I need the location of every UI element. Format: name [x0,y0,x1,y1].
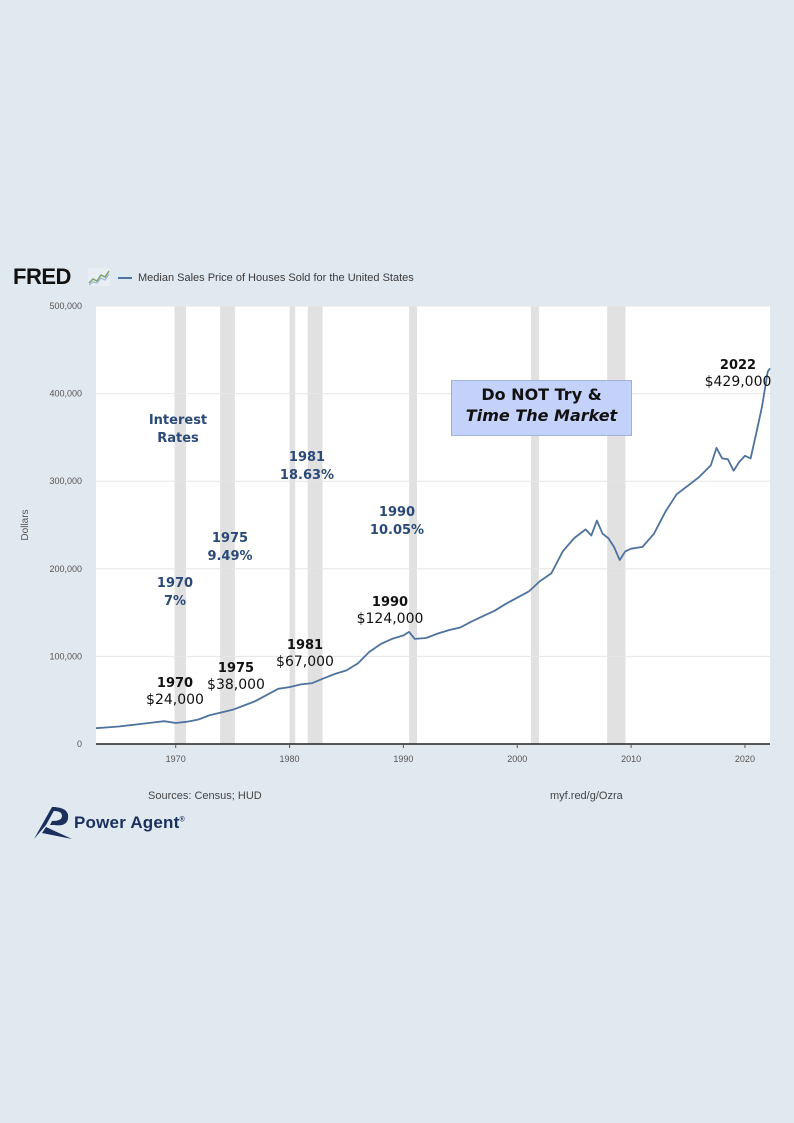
rate-value: 18.63% [280,468,334,483]
series-line [95,367,771,730]
rates-heading-line2: Rates [157,431,199,446]
price-value: $24,000 [146,692,204,708]
fred-logo: FRED [13,264,71,289]
x-tick-label: 1970 [166,754,186,764]
fred-chart-icon [88,268,110,286]
recession-band [409,306,418,744]
price-value: $67,000 [276,654,334,670]
y-tick-label: 500,000 [49,301,82,311]
y-tick-label: 200,000 [49,564,82,574]
x-tick-label: 2020 [735,754,755,764]
price-value: $429,000 [705,374,772,390]
price-value: $124,000 [357,611,424,627]
price-value: $38,000 [207,677,265,693]
y-tick-label: 0 [77,739,82,749]
rates-heading-line1: Interest [149,413,207,428]
price-year: 1981 [287,638,323,653]
x-tick-label: 1980 [280,754,300,764]
rate-value: 10.05% [370,523,424,538]
brand-second: Agent [130,813,180,832]
rate-year: 1981 [289,450,325,465]
plot-area [96,306,770,744]
x-tick-label: 1990 [393,754,413,764]
y-axis-label: Dollars [20,509,31,540]
price-year: 1990 [372,595,408,610]
recession-band [289,306,296,744]
recession-band [307,306,323,744]
legend: Median Sales Price of Houses Sold for th… [118,272,414,284]
rate-year: 1975 [212,531,248,546]
y-tick-label: 300,000 [49,476,82,486]
brand-first: Power [74,813,127,832]
power-agent-logo-icon [34,807,72,839]
recession-band [220,306,235,744]
recession-band [607,306,626,744]
y-tick-label: 100,000 [49,651,82,661]
recession-band [530,306,539,744]
rate-value: 9.49% [207,549,252,564]
sources-note: Sources: Census; HUD [148,790,262,802]
callout-line1: Do NOT Try & [481,385,602,404]
rate-value: 7% [164,594,186,609]
callout-box: Do NOT Try & Time The Market [451,380,632,436]
recession-band [174,306,186,744]
legend-label: Median Sales Price of Houses Sold for th… [138,272,414,284]
callout-line2: Time The Market [465,406,618,425]
price-year: 1975 [218,661,254,676]
x-tick-label: 2010 [621,754,641,764]
x-tick-label: 2000 [507,754,527,764]
rate-year: 1970 [157,576,193,591]
brand-mark: ® [179,816,185,824]
y-tick-label: 400,000 [49,389,82,399]
source-url[interactable]: myf.red/g/Ozra [550,790,623,802]
price-year: 1970 [157,676,193,691]
rate-year: 1990 [379,505,415,520]
price-year: 2022 [720,358,756,373]
legend-swatch [118,277,132,279]
power-agent-logo-text: Power Agent® [74,813,185,833]
